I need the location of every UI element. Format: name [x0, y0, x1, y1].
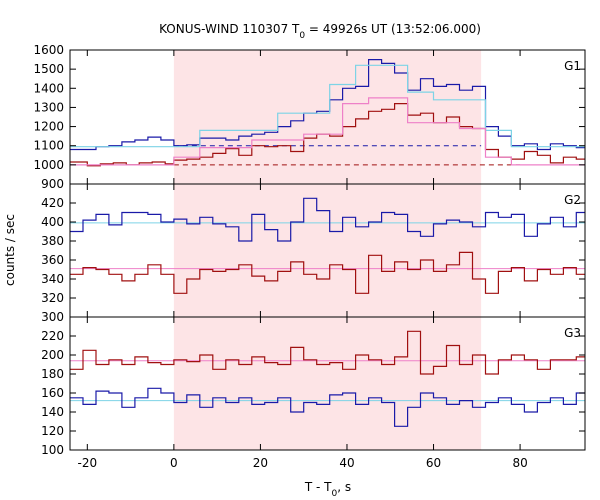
y-tick-label: 900	[41, 177, 64, 191]
y-tick-label: 200	[41, 348, 64, 362]
panel-g2: 300 320 340 360 380 400 420 G2	[41, 183, 586, 324]
chart-title: KONUS-WIND 110307 T0 = 49926s UT (13:52:…	[159, 22, 481, 41]
series-line-red	[70, 251, 585, 294]
y-tick-label: 160	[41, 386, 64, 400]
title-subscript: 0	[299, 31, 305, 41]
x-tick-label: -20	[78, 456, 98, 470]
series-line-blue	[70, 59, 585, 151]
series-line-blue	[70, 387, 585, 427]
y-tick-label: 1600	[33, 43, 64, 57]
panel-label: G1	[564, 59, 581, 73]
x-tick-label: 60	[426, 456, 441, 470]
panel-label: G2	[564, 193, 581, 207]
y-tick-label: 1200	[33, 120, 64, 134]
x-axis-label: T - T0, s	[304, 480, 351, 499]
y-tick-label: 100	[41, 443, 64, 457]
y-tick-label: 1300	[33, 100, 64, 114]
y-tick-label: 360	[41, 253, 64, 267]
y-tick-label: 1100	[33, 139, 64, 153]
y-axis-label: counts / sec	[3, 214, 17, 286]
x-tick-label: 40	[339, 456, 354, 470]
panel-g1: 900 1000 1100 1200 1300 1400 1500 1600 G1	[33, 43, 586, 191]
series-line-blue	[70, 197, 585, 242]
highlight-interval	[173, 50, 482, 450]
y-tick-label: 380	[41, 234, 64, 248]
y-tick-label: 1400	[33, 81, 64, 95]
x-tick-label: 0	[170, 456, 178, 470]
panel-label: G3	[564, 326, 581, 340]
x-tick-label: 20	[253, 456, 268, 470]
y-tick-label: 180	[41, 367, 64, 381]
x-tick-labels: -20 0 20 40 60 80	[78, 456, 528, 470]
x-label-subscript: 0	[332, 489, 338, 499]
series-line-red	[70, 103, 585, 167]
panel-plot-area	[70, 330, 585, 427]
series-line-pink	[70, 97, 585, 166]
x-tick-label: 80	[512, 456, 527, 470]
y-tick-label: 1000	[33, 158, 64, 172]
y-tick-label: 1500	[33, 62, 64, 76]
panel-plot-area	[70, 197, 585, 294]
panel-frame	[69, 316, 586, 451]
panel-plot-area	[70, 59, 585, 167]
panel-g3: 100 120 140 160 180 200 220 G3	[41, 316, 586, 457]
y-tick-label: 340	[41, 272, 64, 286]
series-line-cyan	[70, 64, 585, 148]
y-tick-label: 120	[41, 424, 64, 438]
y-tick-label: 400	[41, 215, 64, 229]
y-tick-label: 300	[41, 310, 64, 324]
y-tick-label: 140	[41, 405, 64, 419]
y-tick-label: 220	[41, 329, 64, 343]
series-line-red	[70, 330, 585, 375]
panels: 9001000110012001300140015001600G13003203…	[33, 43, 586, 470]
y-tick-label: 420	[41, 196, 64, 210]
y-tick-label: 320	[41, 291, 64, 305]
